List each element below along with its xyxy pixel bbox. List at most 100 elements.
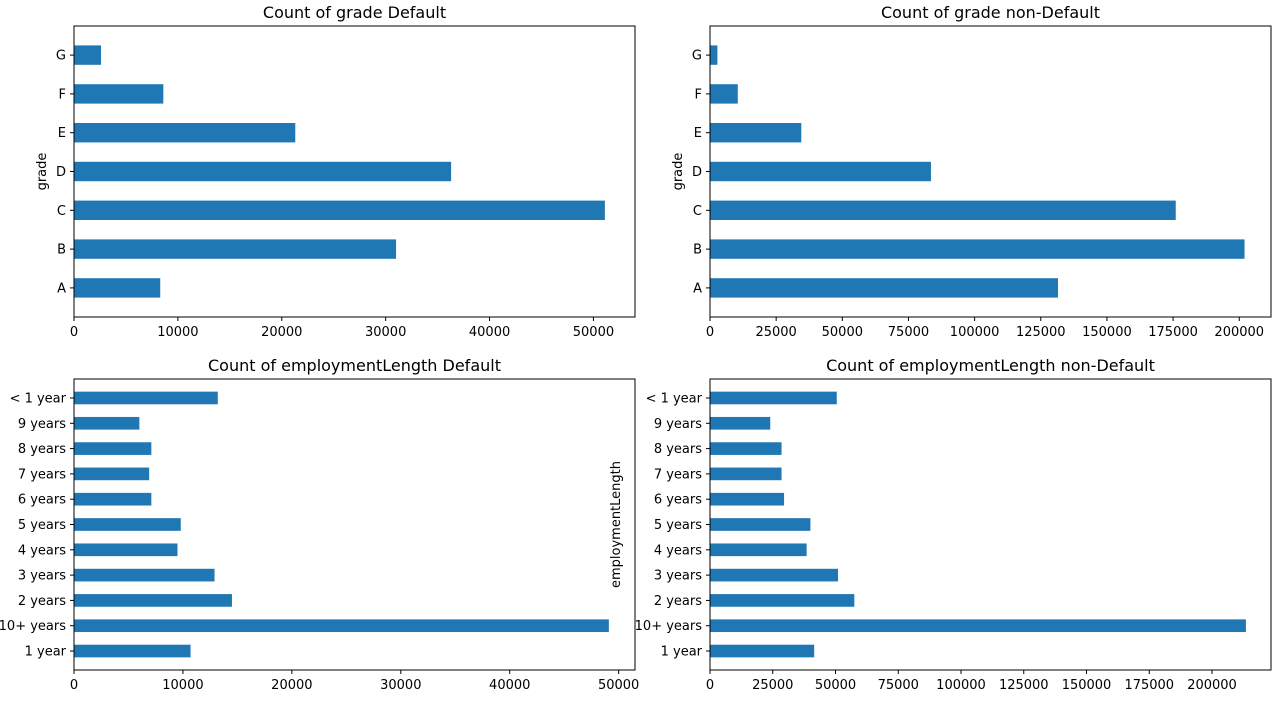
y-tick-label: A xyxy=(57,281,66,296)
bar-6-years xyxy=(710,492,785,506)
bar-4-years xyxy=(710,543,807,557)
chart-panel-4: 1 year 10+ years 2 years 3 years 4 years 5 ye… xyxy=(609,356,1272,693)
bar-b xyxy=(710,239,1245,259)
x-tick-label: 40000 xyxy=(469,325,510,340)
bar-10-years xyxy=(74,619,609,633)
x-tick-label: 10000 xyxy=(157,325,198,340)
y-tick-label: < 1 year xyxy=(10,391,67,406)
chart-title: Count of grade Default xyxy=(263,3,446,22)
x-tick-label: 50000 xyxy=(822,325,863,340)
x-tick-label: 40000 xyxy=(489,678,530,693)
chart-panel-1: A B C D E F G 0 10000 20000 30000 40000 50000 Count o… xyxy=(35,3,636,340)
bar-d xyxy=(710,161,931,182)
bar-8-years xyxy=(710,442,782,455)
bar-3-years xyxy=(710,568,839,582)
y-tick-label: 2 years xyxy=(18,594,66,609)
bar-3-years xyxy=(74,568,215,582)
x-tick-label: 30000 xyxy=(365,325,406,340)
y-tick-label: 3 years xyxy=(654,569,702,584)
x-tick-label: 75000 xyxy=(878,678,919,693)
x-tick-label: 175000 xyxy=(1148,325,1198,340)
bar-g xyxy=(710,45,718,65)
x-tick-label: 150000 xyxy=(1082,325,1132,340)
y-tick-label: 10+ years xyxy=(0,619,66,634)
bar-a xyxy=(710,278,1058,298)
x-tick-label: 10000 xyxy=(162,678,203,693)
x-tick-label: 125000 xyxy=(1016,325,1066,340)
x-tick-label: 100000 xyxy=(950,325,1000,340)
bar-e xyxy=(74,123,296,143)
y-axis-label: grade xyxy=(35,153,50,191)
x-tick-label: 20000 xyxy=(271,678,312,693)
x-tick-label: 150000 xyxy=(1062,678,1112,693)
chart-panel-3: 1 year 10+ years 2 years 3 years 4 years 5 ye… xyxy=(0,356,639,693)
bar-7-years xyxy=(710,467,782,481)
y-tick-label: 4 years xyxy=(18,543,66,558)
x-tick-label: 50000 xyxy=(598,678,639,693)
chart-title: Count of employmentLength Default xyxy=(208,356,501,375)
chart-title: Count of grade non-Default xyxy=(881,3,1100,22)
chart-panel-2: A B C D E F G 0 25000 50000 75000 100000 125000 15000… xyxy=(671,3,1272,340)
y-tick-label: E xyxy=(694,126,702,141)
y-tick-label: 1 year xyxy=(661,645,703,660)
y-tick-label: C xyxy=(57,204,66,219)
y-tick-label: 9 years xyxy=(654,417,702,432)
y-tick-label: 9 years xyxy=(18,417,66,432)
y-tick-label: B xyxy=(693,243,702,258)
bar-1-year xyxy=(710,391,837,405)
x-tick-label: 0 xyxy=(706,678,714,693)
bar-1-year xyxy=(74,391,218,405)
y-tick-label: E xyxy=(58,126,66,141)
y-tick-label: 6 years xyxy=(654,493,702,508)
bar-7-years xyxy=(74,467,150,481)
y-tick-label: 7 years xyxy=(654,467,702,482)
y-tick-label: < 1 year xyxy=(646,391,703,406)
y-tick-label: D xyxy=(692,165,702,180)
x-tick-label: 50000 xyxy=(815,678,856,693)
bar-e xyxy=(710,123,802,143)
y-tick-label: D xyxy=(56,165,66,180)
y-tick-label: G xyxy=(692,49,702,64)
y-tick-label: G xyxy=(56,49,66,64)
y-tick-label: 4 years xyxy=(654,543,702,558)
bar-1-year xyxy=(74,644,191,658)
y-tick-label: 10+ years xyxy=(635,619,703,634)
x-tick-label: 0 xyxy=(70,678,78,693)
bar-2-years xyxy=(710,594,855,607)
bar-2-years xyxy=(74,594,232,607)
bar-6-years xyxy=(74,492,152,506)
bar-9-years xyxy=(74,416,140,430)
bar-f xyxy=(74,84,164,104)
x-tick-label: 75000 xyxy=(888,325,929,340)
x-tick-label: 175000 xyxy=(1124,678,1174,693)
y-tick-label: 6 years xyxy=(18,493,66,508)
bar-4-years xyxy=(74,543,178,557)
bar-c xyxy=(710,200,1176,220)
bar-a xyxy=(74,278,161,298)
y-tick-label: 5 years xyxy=(18,518,66,533)
bar-g xyxy=(74,45,102,65)
y-axis-label: employmentLength xyxy=(609,461,624,588)
y-axis-label: grade xyxy=(671,153,686,191)
bar-b xyxy=(74,239,397,259)
bar-10-years xyxy=(710,619,1246,633)
x-tick-label: 30000 xyxy=(380,678,421,693)
bar-5-years xyxy=(710,518,811,531)
x-tick-label: 200000 xyxy=(1187,678,1237,693)
y-tick-label: F xyxy=(59,87,66,102)
x-tick-label: 50000 xyxy=(573,325,614,340)
x-tick-label: 25000 xyxy=(755,325,796,340)
bar-8-years xyxy=(74,442,152,455)
x-tick-label: 0 xyxy=(70,325,78,340)
bar-f xyxy=(710,84,738,104)
x-tick-label: 125000 xyxy=(999,678,1049,693)
y-tick-label: 8 years xyxy=(654,442,702,457)
y-tick-label: 7 years xyxy=(18,467,66,482)
bar-d xyxy=(74,161,452,182)
y-tick-label: 5 years xyxy=(654,518,702,533)
y-tick-label: 2 years xyxy=(654,594,702,609)
x-tick-label: 100000 xyxy=(936,678,986,693)
y-tick-label: A xyxy=(693,281,702,296)
